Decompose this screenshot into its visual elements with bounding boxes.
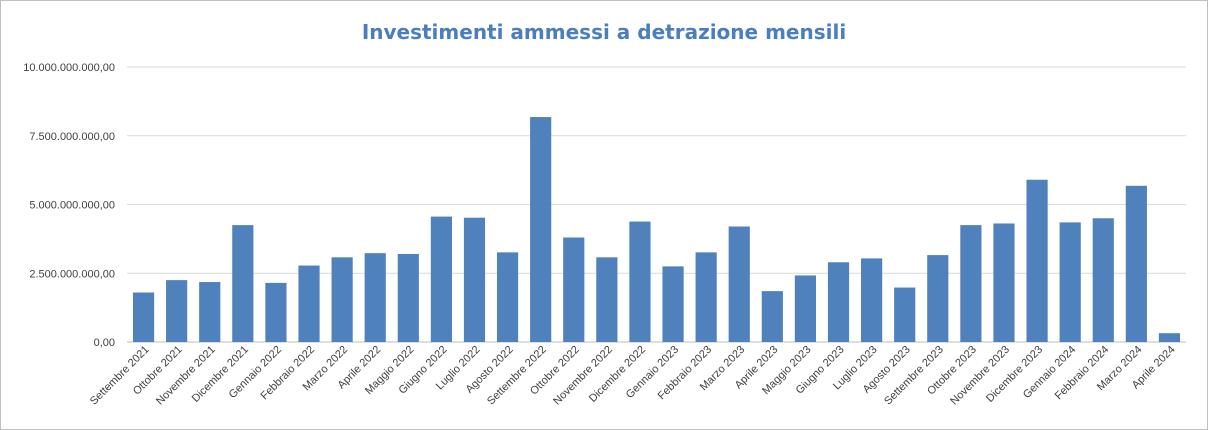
bar xyxy=(232,225,254,342)
bar xyxy=(794,275,817,342)
bar xyxy=(530,117,552,342)
bar xyxy=(1026,179,1048,342)
x-tick-label: Settembre 2023 xyxy=(882,344,946,408)
bar xyxy=(728,226,750,342)
bar xyxy=(662,266,684,342)
bar xyxy=(1092,218,1114,342)
bar xyxy=(132,292,155,342)
y-tick-label: 7.500.000.000,00 xyxy=(29,131,115,143)
bar xyxy=(1059,222,1081,342)
bar xyxy=(993,223,1015,342)
bar xyxy=(695,252,717,342)
bar xyxy=(430,216,452,342)
bar xyxy=(629,221,651,342)
y-tick-label: 5.000.000.000,00 xyxy=(29,200,115,212)
bar xyxy=(166,280,188,342)
x-tick-label: Novembre 2023 xyxy=(948,344,1012,408)
y-tick-label: 10.000.000.000,00 xyxy=(23,62,115,74)
bar xyxy=(1125,185,1147,342)
x-tick-label: Settembre 2022 xyxy=(485,344,549,408)
bar xyxy=(960,225,982,342)
bar xyxy=(1158,333,1181,342)
bars xyxy=(132,117,1181,342)
chart-title: Investimenti ammessi a detrazione mensil… xyxy=(361,20,847,44)
bar xyxy=(827,262,850,342)
bar xyxy=(265,282,287,342)
bar xyxy=(298,265,320,342)
bar xyxy=(861,258,883,342)
x-tick-label: Novembre 2022 xyxy=(551,344,615,408)
bar xyxy=(894,287,916,342)
bar xyxy=(927,255,949,342)
bar xyxy=(331,257,353,342)
x-tick-label: Novembre 2021 xyxy=(154,344,218,408)
bar xyxy=(563,237,585,342)
y-tick-label: 0,00 xyxy=(94,337,115,349)
y-tick-label: 2.500.000.000,00 xyxy=(29,268,115,280)
bar xyxy=(364,253,386,342)
x-tick-label: Settembre 2021 xyxy=(88,344,152,408)
bar xyxy=(463,217,486,342)
bar xyxy=(496,252,519,342)
bar xyxy=(596,257,618,342)
y-axis-ticks: 0,00 2.500.000.000,00 5.000.000.000,00 7.50… xyxy=(23,62,115,349)
bar xyxy=(199,282,221,342)
bar xyxy=(397,254,419,342)
bar xyxy=(761,291,783,342)
